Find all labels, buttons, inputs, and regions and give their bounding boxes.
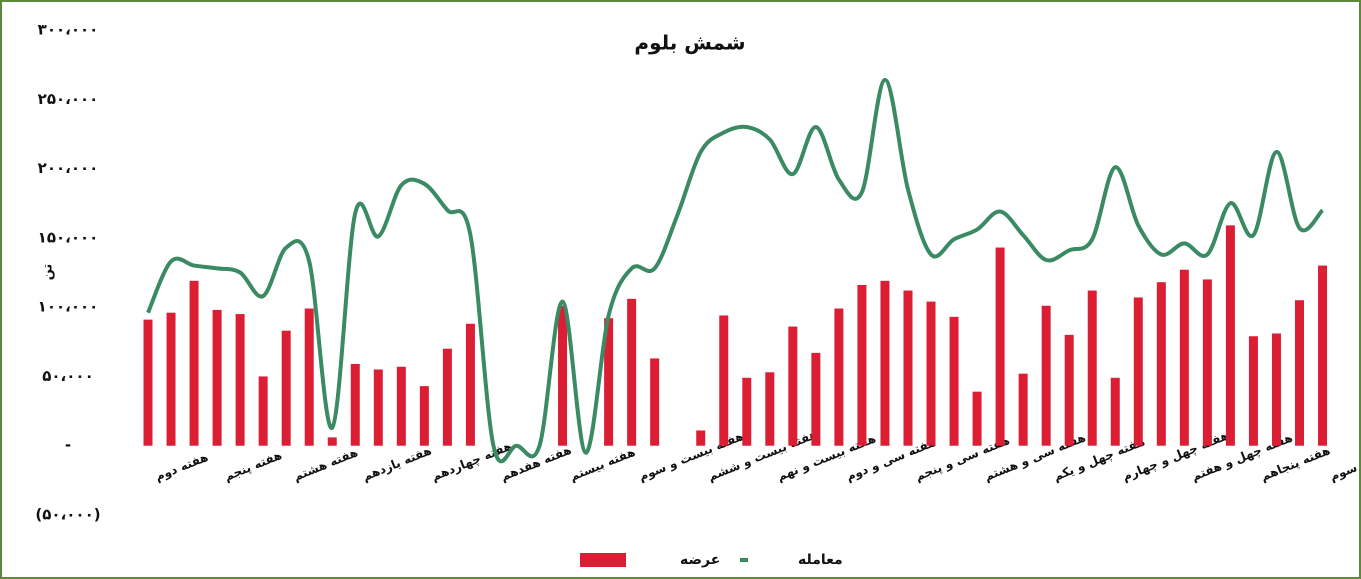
bar [396, 366, 406, 446]
bar [1179, 269, 1189, 446]
bar [903, 290, 913, 446]
bar [304, 308, 314, 446]
y-tick-label: ۲۰۰،۰۰۰ [38, 159, 99, 177]
bar [281, 330, 291, 446]
bar [189, 280, 199, 446]
bar [742, 377, 752, 446]
y-tick-label: ۱۰۰،۰۰۰ [38, 298, 99, 316]
legend-label: معامله [798, 552, 843, 568]
bar [834, 308, 844, 446]
bar [1225, 225, 1235, 446]
bar [1064, 334, 1074, 446]
bar [1202, 279, 1212, 446]
y-tick-label: (۵۰،۰۰۰) [35, 506, 100, 524]
bar [604, 318, 614, 446]
bar [1018, 373, 1028, 446]
bar [972, 391, 982, 446]
bar [373, 369, 383, 446]
bar [442, 348, 452, 446]
bar [857, 284, 867, 446]
legend-swatch [580, 553, 626, 567]
bar [811, 352, 821, 446]
y-tick-label: - [65, 436, 71, 454]
bar [327, 437, 337, 446]
legend-label: عرضه [680, 552, 720, 568]
y-tick-label: ۱۵۰،۰۰۰ [38, 228, 99, 246]
y-axis-label: تن [41, 264, 56, 281]
chart-title: شمش بلوم [634, 31, 745, 55]
bar [995, 247, 1005, 446]
bar [627, 298, 637, 446]
y-tick-label: ۵۰،۰۰۰ [42, 367, 93, 385]
bar [212, 309, 222, 446]
bar [258, 376, 268, 446]
supply-line [146, 77, 1325, 464]
bar [1295, 300, 1304, 446]
bar [1087, 290, 1097, 446]
bar [949, 316, 959, 446]
bar [1318, 265, 1328, 446]
bar [166, 312, 176, 446]
bar [880, 280, 890, 446]
bar [1110, 377, 1120, 446]
bar [926, 301, 936, 446]
bar [465, 323, 475, 446]
bar [1248, 336, 1258, 446]
y-tick-label: ۳۰۰،۰۰۰ [38, 21, 99, 39]
bar [350, 363, 360, 446]
bar [788, 326, 798, 446]
bar [765, 372, 775, 446]
bar [650, 358, 660, 446]
bar [696, 430, 706, 446]
bar [1041, 305, 1051, 446]
bar [419, 386, 429, 446]
bar [1156, 282, 1166, 446]
bar [1271, 333, 1281, 446]
bar [558, 305, 568, 446]
bar [719, 315, 729, 446]
bar [1133, 297, 1143, 446]
bar [143, 319, 153, 446]
y-tick-label: ۲۵۰،۰۰۰ [38, 90, 99, 108]
bar [235, 314, 245, 446]
